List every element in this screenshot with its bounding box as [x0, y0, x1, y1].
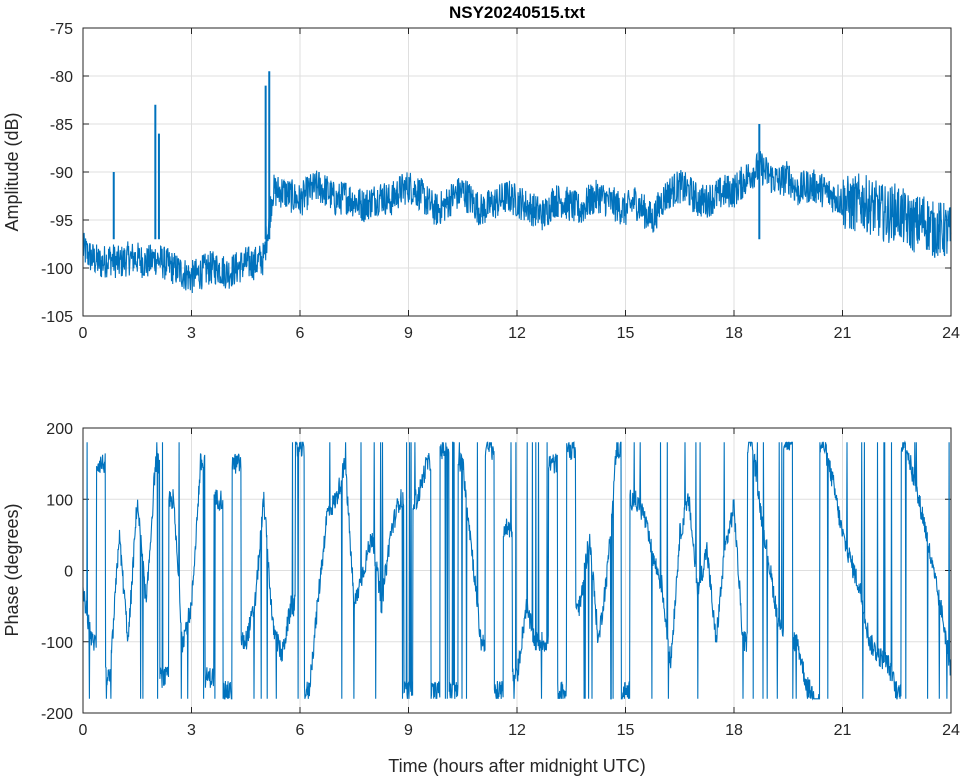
phase-ylabel: Phase (degrees): [2, 503, 22, 636]
y-tick-label: -80: [50, 69, 73, 86]
x-tick-label: 18: [725, 722, 743, 739]
x-tick-label: 15: [617, 722, 635, 739]
x-tick-label: 6: [296, 722, 305, 739]
x-tick-label: 18: [725, 325, 743, 342]
y-tick-label: -85: [50, 117, 73, 134]
xlabel: Time (hours after midnight UTC): [388, 756, 645, 776]
x-tick-label: 6: [296, 325, 305, 342]
y-tick-label: 100: [46, 492, 73, 509]
x-tick-label: 3: [187, 325, 196, 342]
amplitude-ylabel: Amplitude (dB): [2, 112, 22, 231]
x-tick-label: 21: [834, 325, 852, 342]
phase-series-line: [82, 440, 952, 701]
x-tick-label: 0: [79, 325, 88, 342]
x-tick-label: 21: [834, 722, 852, 739]
y-tick-label: -105: [41, 309, 73, 326]
y-tick-label: -200: [41, 706, 73, 723]
x-tick-label: 9: [404, 722, 413, 739]
x-tick-label: 24: [942, 325, 960, 342]
x-tick-label: 9: [404, 325, 413, 342]
axes-box: [82, 427, 952, 714]
x-tick-label: 12: [508, 722, 526, 739]
chart-title: NSY20240515.txt: [449, 3, 585, 22]
x-tick-label: 15: [617, 325, 635, 342]
y-tick-label: -100: [41, 635, 73, 652]
y-tick-label: -75: [50, 21, 73, 38]
phase-axes: 0 3 6 9 12 15 18 21 24 -200 -100 0 100 200: [41, 421, 960, 739]
y-tick-label: 200: [46, 421, 73, 438]
y-tick-label: -95: [50, 213, 73, 230]
amplitude-axes: 0 3 6 9 12 15 18 21 24 -105 -100 -95 -90 -85 -80 -75: [41, 21, 960, 342]
y-tick-label: 0: [64, 564, 73, 581]
x-tick-label: 3: [187, 722, 196, 739]
y-tick-label: -100: [41, 261, 73, 278]
y-tick-label: -90: [50, 165, 73, 182]
x-tick-label: 24: [942, 722, 960, 739]
x-tick-label: 0: [79, 722, 88, 739]
x-tick-label: 12: [508, 325, 526, 342]
axes-box: [82, 27, 952, 317]
amplitude-series-line: [82, 151, 952, 294]
